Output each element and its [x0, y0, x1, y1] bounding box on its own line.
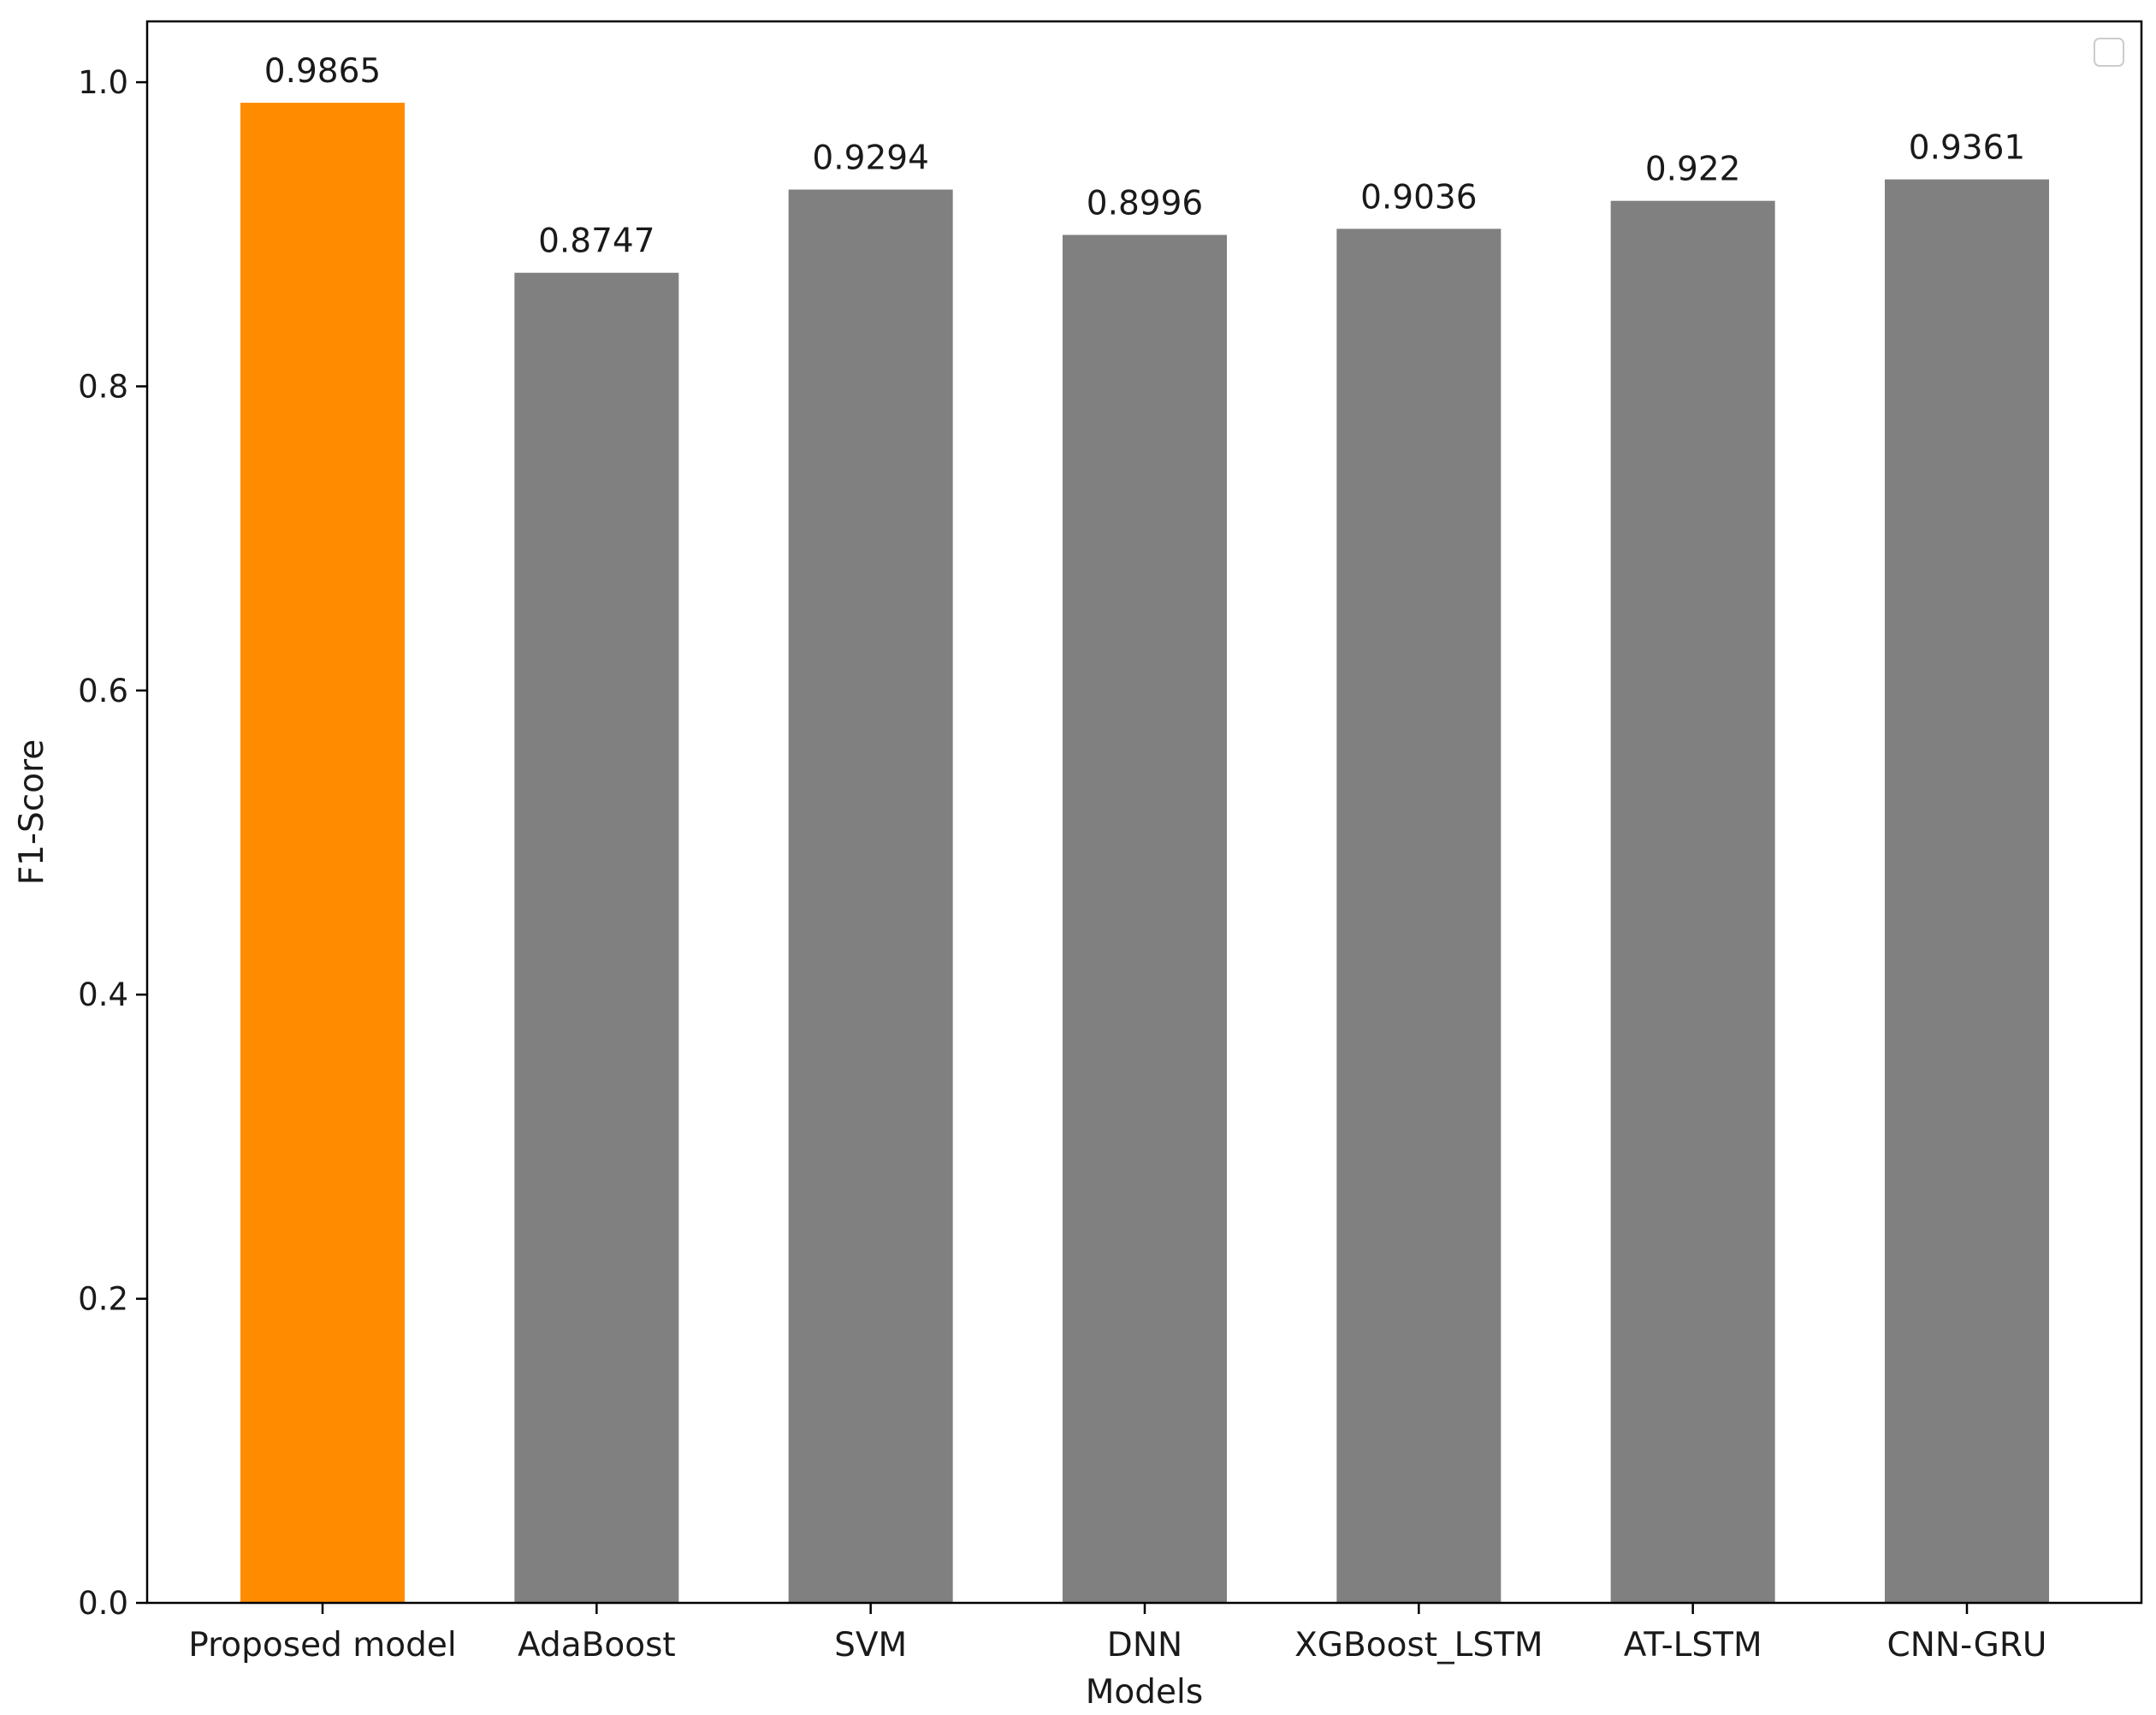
- bars-layer: [240, 103, 2049, 1604]
- bar-adaboost: [514, 272, 679, 1604]
- data-label: 0.9294: [812, 139, 928, 178]
- data-label: 0.9361: [1909, 129, 2025, 168]
- bar-proposed-model: [240, 103, 405, 1603]
- y-tick-label: 0.4: [78, 976, 128, 1013]
- legend-box: [2094, 38, 2124, 67]
- x-tick-label: CNN-GRU: [1887, 1626, 2047, 1665]
- y-tick-label: 0.2: [78, 1281, 128, 1318]
- y-axis: 0.0 0.2 0.4 0.6 0.8 1.0: [78, 64, 147, 1622]
- y-tick-label: 0.6: [78, 673, 128, 709]
- x-axis: Proposed model AdaBoost SVM DNN XGBoost_LSTM…: [188, 1603, 2046, 1665]
- y-tick-label: 0.8: [78, 368, 128, 405]
- data-label: 0.8996: [1087, 184, 1203, 223]
- bar-svm: [788, 189, 953, 1603]
- x-tick-label: AdaBoost: [518, 1626, 676, 1665]
- x-tick-label: DNN: [1107, 1626, 1182, 1665]
- data-label: 0.9865: [264, 52, 381, 91]
- x-axis-title: Models: [1086, 1673, 1203, 1712]
- data-label: 0.9036: [1360, 178, 1477, 217]
- x-tick-label: SVM: [834, 1626, 907, 1665]
- y-axis-title: F1-Score: [13, 739, 51, 886]
- x-tick-label: Proposed model: [188, 1626, 456, 1665]
- bar-at-lstm: [1610, 200, 1775, 1604]
- y-tick-label: 0.0: [78, 1585, 128, 1622]
- x-tick-label: AT-LSTM: [1624, 1626, 1762, 1665]
- plot-frame: [145, 20, 2143, 1605]
- y-tick-label: 1.0: [78, 64, 128, 101]
- x-tick-label: XGBoost_LSTM: [1294, 1626, 1543, 1665]
- bar-cnn-gru: [1885, 179, 2049, 1603]
- data-label: 0.8747: [538, 223, 654, 261]
- data-labels-layer: 0.9865 0.8747 0.9294 0.8996 0.9036 0.922 0.936…: [264, 52, 2025, 261]
- data-label: 0.922: [1645, 151, 1741, 189]
- bar-xgboost-lstm: [1336, 228, 1502, 1603]
- bar-dnn: [1063, 234, 1227, 1604]
